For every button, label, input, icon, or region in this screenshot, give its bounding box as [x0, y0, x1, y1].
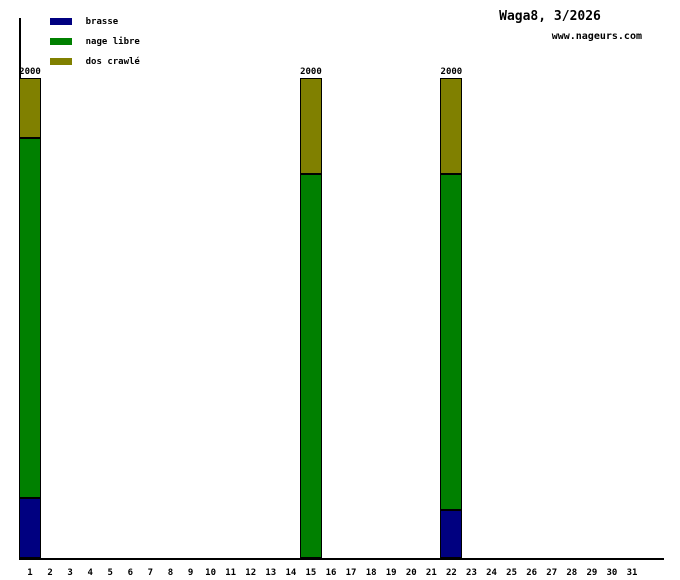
x-axis-label-day-28: 28: [566, 568, 578, 578]
x-axis-label-day-4: 4: [87, 568, 93, 578]
legend-item-brasse: brasse: [50, 16, 140, 27]
legend-item-dos-crawle: dos crawlé: [50, 56, 140, 67]
x-axis-label-day-14: 14: [285, 568, 297, 578]
legend-label-nage-libre: nage libre: [85, 36, 140, 47]
bar-segment-dos-crawlé-day-22: [440, 78, 463, 174]
website-text: www.nageurs.com: [551, 31, 642, 42]
bar-total-label-day-1: 2000: [19, 67, 41, 77]
x-axis-label-day-13: 13: [265, 568, 277, 578]
x-axis-label-day-17: 17: [345, 568, 357, 578]
bar-segment-nage-libre-day-22: [440, 174, 463, 510]
x-axis-label-day-8: 8: [167, 568, 174, 578]
x-axis-label-day-3: 3: [67, 568, 73, 578]
dos-crawle-swatch-icon: [50, 58, 72, 65]
x-axis-label-day-11: 11: [225, 568, 237, 578]
legend-label-brasse: brasse: [85, 16, 119, 27]
bar-total-label-day-22: 2000: [440, 67, 463, 77]
chart-title: Waga8, 3/2026: [499, 9, 601, 24]
x-axis-label-day-15: 15: [305, 568, 317, 578]
x-axis: [19, 558, 664, 560]
nage-libre-swatch-icon: [50, 38, 72, 45]
x-axis-label-day-22: 22: [445, 568, 457, 578]
x-axis-label-day-30: 30: [606, 568, 618, 578]
legend-item-nage-libre: nage libre: [50, 36, 140, 47]
bar-total-label-day-15: 2000: [300, 67, 322, 77]
bar-segment-nage-libre-day-1: [19, 138, 41, 498]
x-axis-label-day-23: 23: [466, 568, 477, 578]
bar-segment-dos-crawlé-day-15: [299, 78, 322, 174]
x-axis-label-day-21: 21: [425, 568, 437, 578]
legend-label-dos-crawle: dos crawlé: [85, 56, 140, 67]
x-axis-label-day-7: 7: [147, 568, 154, 578]
brasse-swatch-icon: [50, 18, 72, 25]
x-axis-label-day-10: 10: [205, 568, 217, 578]
x-axis-label-day-25: 25: [506, 568, 518, 578]
x-axis-label-day-27: 27: [546, 568, 558, 578]
x-axis-label-day-29: 29: [586, 568, 598, 578]
x-axis-label-day-18: 18: [365, 568, 377, 578]
x-axis-label-day-31: 31: [626, 568, 638, 578]
bar-segment-nage-libre-day-15: [299, 174, 322, 558]
x-axis-label-day-20: 20: [405, 568, 417, 578]
legend: brasse nage libre dos crawlé: [50, 16, 140, 76]
x-axis-label-day-9: 9: [187, 568, 194, 578]
bar-segment-brasse-day-22: [440, 510, 463, 558]
x-axis-label-day-12: 12: [245, 568, 257, 578]
bar-segment-brasse-day-1: [19, 498, 41, 558]
x-axis-label-day-19: 19: [385, 568, 397, 578]
x-axis-label-day-1: 1: [27, 568, 33, 578]
x-axis-label-day-6: 6: [127, 568, 134, 578]
x-axis-label-day-2: 2: [47, 568, 53, 578]
x-axis-label-day-26: 26: [526, 568, 538, 578]
x-axis-label-day-16: 16: [325, 568, 337, 578]
x-axis-label-day-24: 24: [486, 568, 497, 578]
x-axis-label-day-5: 5: [107, 568, 113, 578]
bar-segment-dos-crawlé-day-1: [19, 78, 41, 138]
